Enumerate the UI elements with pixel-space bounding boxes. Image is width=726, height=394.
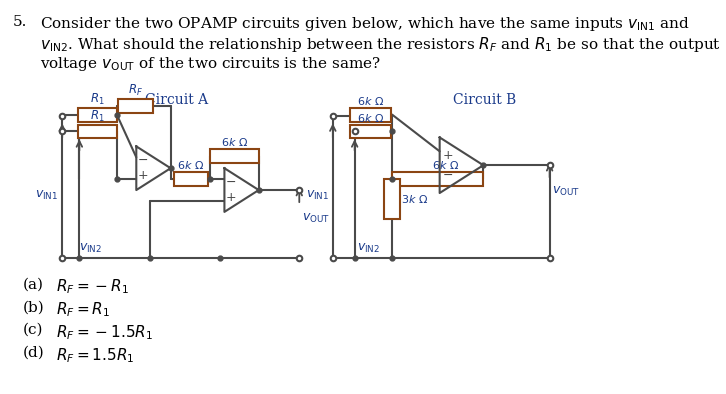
Text: (b): (b) <box>23 300 45 314</box>
Text: 5.: 5. <box>12 15 27 29</box>
Text: (a): (a) <box>23 277 44 292</box>
Bar <box>210 149 258 163</box>
Text: $R_1$: $R_1$ <box>90 91 105 107</box>
Text: $v_{\mathrm{IN2}}$: $v_{\mathrm{IN2}}$ <box>357 242 380 255</box>
Text: $v_{\mathrm{OUT}}$: $v_{\mathrm{OUT}}$ <box>301 212 330 225</box>
Bar <box>384 179 400 219</box>
Text: $R_F = R_1$: $R_F = R_1$ <box>56 300 110 319</box>
Text: $R_F = 1.5R_1$: $R_F = 1.5R_1$ <box>56 346 134 364</box>
Text: Circuit B: Circuit B <box>453 93 516 107</box>
Text: Consider the two OPAMP circuits given below, which have the same inputs $v_{\mat: Consider the two OPAMP circuits given be… <box>41 15 690 33</box>
Text: $R_1$: $R_1$ <box>90 108 105 124</box>
Text: $R_F = -R_1$: $R_F = -R_1$ <box>56 277 129 296</box>
Text: +: + <box>226 191 237 204</box>
Text: +: + <box>138 169 149 182</box>
Text: $6k\ \Omega$: $6k\ \Omega$ <box>356 112 384 124</box>
Text: −: − <box>138 154 148 167</box>
Text: $R_F = -1.5R_1$: $R_F = -1.5R_1$ <box>56 323 153 342</box>
Text: $6k\ \Omega$: $6k\ \Omega$ <box>177 159 205 171</box>
Text: $v_{\mathrm{OUT}}$: $v_{\mathrm{OUT}}$ <box>552 185 580 198</box>
Bar <box>174 172 208 186</box>
Bar <box>392 172 484 186</box>
Text: $3k\ \Omega$: $3k\ \Omega$ <box>401 193 428 205</box>
Text: $6k\ \Omega$: $6k\ \Omega$ <box>432 159 459 171</box>
Text: $6k\ \Omega$: $6k\ \Omega$ <box>221 136 248 149</box>
Text: −: − <box>443 169 454 182</box>
Text: $R_F$: $R_F$ <box>128 83 143 98</box>
Bar <box>350 108 391 121</box>
Text: $v_{\mathrm{IN1}}$: $v_{\mathrm{IN1}}$ <box>35 188 58 202</box>
Bar <box>78 125 117 138</box>
Text: voltage $v_{\mathrm{OUT}}$ of the two circuits is the same?: voltage $v_{\mathrm{OUT}}$ of the two ci… <box>41 55 381 73</box>
Text: $6k\ \Omega$: $6k\ \Omega$ <box>356 95 384 107</box>
Text: −: − <box>226 176 237 189</box>
Text: Circuit A: Circuit A <box>145 93 208 107</box>
Text: +: + <box>443 149 454 162</box>
Text: (d): (d) <box>23 346 45 360</box>
Text: $v_{\mathrm{IN2}}$. What should the relationship between the resistors $R_F$ and: $v_{\mathrm{IN2}}$. What should the rela… <box>41 35 722 54</box>
Text: $v_{\mathrm{IN1}}$: $v_{\mathrm{IN1}}$ <box>306 188 329 202</box>
Bar <box>78 108 117 121</box>
Bar <box>118 99 152 113</box>
Text: $v_{\mathrm{IN2}}$: $v_{\mathrm{IN2}}$ <box>79 242 102 255</box>
Text: (c): (c) <box>23 323 44 337</box>
Bar <box>350 125 391 138</box>
